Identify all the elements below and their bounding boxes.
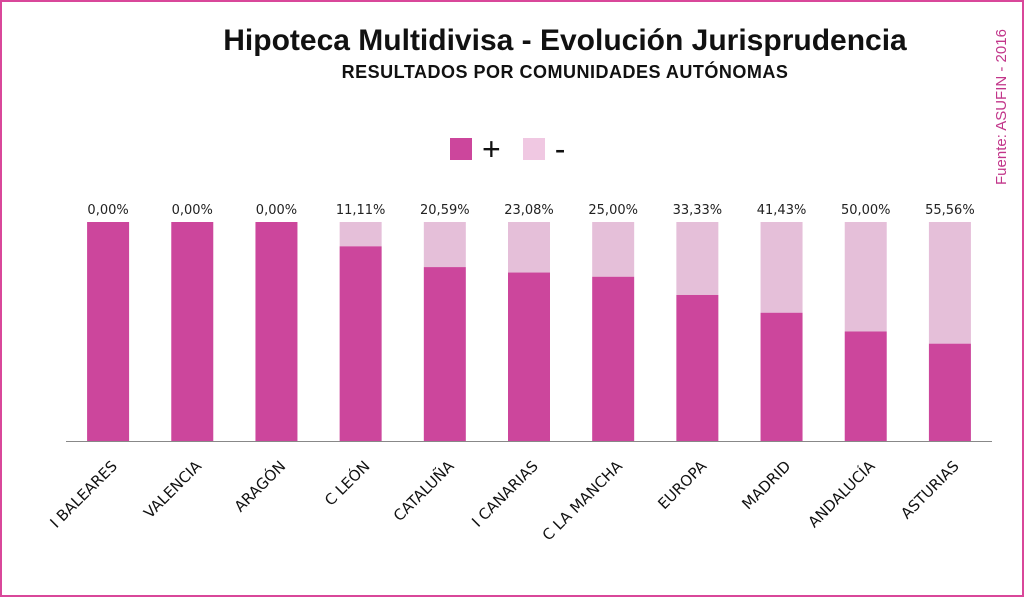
legend-swatch-negative bbox=[522, 138, 545, 160]
bar-segment-negative bbox=[928, 222, 971, 344]
bar-data-label: 41,43% bbox=[757, 203, 807, 218]
bar-data-label: 25,00% bbox=[588, 203, 638, 218]
bar-segment-positive bbox=[171, 222, 214, 441]
bar-data-label: 20,59% bbox=[420, 203, 470, 218]
bar-data-label: 11,11% bbox=[336, 203, 386, 218]
bar-segment-negative bbox=[592, 222, 635, 277]
bar-data-label: 0,00% bbox=[87, 203, 128, 218]
bar-data-label: 0,00% bbox=[256, 203, 297, 218]
category-label: C LA MANCHA bbox=[539, 457, 627, 545]
bar-segment-positive bbox=[676, 294, 719, 441]
bar-data-label: 23,08% bbox=[504, 203, 554, 218]
bar-segment-positive bbox=[844, 331, 887, 441]
bar-segment-negative bbox=[508, 222, 550, 273]
legend-swatch-positive bbox=[450, 138, 472, 160]
category-label: I BALEARES bbox=[46, 457, 120, 531]
bar-segment-positive bbox=[760, 312, 803, 441]
bar-segment-negative bbox=[760, 222, 803, 313]
category-label: ARAGÓN bbox=[230, 456, 289, 515]
legend-label-negative: - bbox=[554, 131, 566, 167]
bar-data-label: 55,56% bbox=[925, 203, 975, 218]
category-label: I CANARIAS bbox=[468, 457, 542, 531]
bar-data-label: 50,00% bbox=[841, 203, 891, 218]
bar-segment-negative bbox=[423, 222, 466, 268]
chart-title: Hipoteca Multidivisa - Evolución Jurispr… bbox=[223, 24, 907, 57]
bar-segment-positive bbox=[928, 343, 971, 441]
bar-data-label: 33,33% bbox=[673, 203, 723, 218]
category-label: VALENCIA bbox=[140, 457, 205, 522]
legend: + - bbox=[450, 131, 587, 167]
bar-segment-negative bbox=[676, 222, 719, 295]
bar-segment-negative bbox=[844, 222, 887, 332]
bar-segment-positive bbox=[87, 222, 130, 441]
bar-segment-positive bbox=[339, 246, 382, 441]
category-label: ASTURIAS bbox=[897, 457, 962, 522]
category-label: EUROPA bbox=[654, 457, 710, 513]
bar-segment-positive bbox=[592, 276, 635, 441]
category-label: ANDALUCÍA bbox=[804, 456, 879, 531]
chart-subtitle: RESULTADOS POR COMUNIDADES AUTÓNOMAS bbox=[341, 62, 789, 82]
bar-data-label: 0,00% bbox=[172, 203, 213, 218]
bar-segment-positive bbox=[508, 272, 550, 441]
category-label: MADRID bbox=[738, 457, 794, 513]
bar-segment-positive bbox=[423, 267, 466, 441]
category-label: CATALUÑA bbox=[389, 456, 458, 525]
bar-segment-negative bbox=[339, 222, 382, 247]
legend-label-positive: + bbox=[482, 131, 501, 167]
category-label: C LEÓN bbox=[320, 456, 373, 509]
bar-segment-positive bbox=[255, 222, 298, 441]
